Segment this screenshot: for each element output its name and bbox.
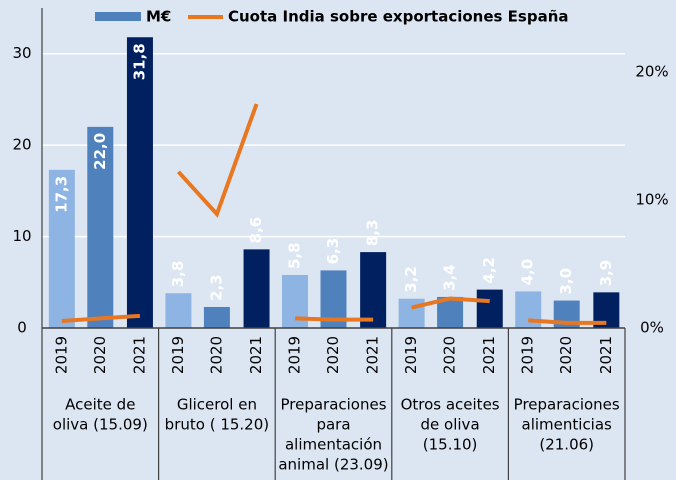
value-label: 3,9	[597, 260, 615, 287]
bar	[398, 298, 425, 328]
share-line	[528, 318, 607, 325]
value-label: 31,8	[130, 43, 148, 80]
value-label: 6,3	[324, 238, 342, 265]
category-label: de oliva	[421, 416, 480, 434]
x-tick-label: 2020	[207, 336, 225, 374]
y2-tick-label: 0%	[640, 319, 664, 337]
category-label: Preparaciones	[280, 396, 386, 414]
y-tick-label: 20	[12, 136, 31, 154]
bar	[126, 37, 153, 328]
share-line	[294, 316, 374, 322]
x-tick-label: 2019	[169, 336, 187, 374]
value-label: 5,8	[286, 242, 304, 269]
legend-label: Cuota India sobre exportaciones España	[228, 8, 569, 26]
share-line	[61, 313, 141, 323]
category-label: (21.06)	[539, 436, 594, 454]
value-label: 3,2	[402, 266, 420, 293]
value-label: 22,0	[91, 133, 109, 170]
category-label: alimentación	[285, 436, 382, 454]
bar	[203, 306, 230, 328]
y2-tick-label: 10%	[635, 191, 668, 209]
x-tick-label: 2019	[286, 336, 304, 374]
x-tick-label: 2021	[247, 336, 265, 374]
bar	[360, 252, 387, 328]
bar	[476, 289, 503, 328]
bar	[48, 169, 75, 328]
value-label: 17,3	[52, 176, 70, 213]
x-tick-label: 2021	[597, 336, 615, 374]
x-tick-label: 2020	[324, 336, 342, 374]
value-label: 3,8	[169, 261, 187, 288]
bar	[243, 249, 270, 328]
y-tick-label: 10	[12, 227, 31, 245]
category-label: oliva (15.09)	[53, 416, 148, 434]
category-label: Aceite de	[65, 396, 135, 414]
value-label: 2,3	[207, 274, 225, 301]
value-label: 8,6	[247, 217, 265, 244]
y-tick-label: 30	[12, 44, 31, 62]
legend-label: M€	[146, 8, 171, 26]
value-label: 3,4	[441, 264, 459, 291]
x-tick-label: 2021	[480, 336, 498, 374]
x-tick-label: 2019	[402, 336, 420, 374]
y2-tick-label: 20%	[635, 63, 668, 81]
category-label: bruto ( 15.20)	[165, 416, 269, 434]
category-label: Preparaciones	[514, 396, 620, 414]
category-label: animal (23.09)	[278, 456, 388, 474]
x-tick-label: 2020	[441, 336, 459, 374]
category-label: Otros aceites	[401, 396, 500, 414]
category-label: alimenticias	[522, 416, 613, 434]
x-tick-label: 2019	[519, 336, 537, 374]
category-label: (15.10)	[423, 436, 478, 454]
x-tick-label: 2021	[130, 336, 148, 374]
x-tick-label: 2021	[364, 336, 382, 374]
value-label: 4,2	[480, 257, 498, 284]
x-tick-label: 2020	[91, 336, 109, 374]
bar	[87, 126, 114, 328]
x-tick-label: 2020	[557, 336, 575, 374]
value-label: 3,0	[557, 268, 575, 295]
share-line	[411, 296, 490, 310]
bar	[165, 293, 192, 328]
value-label: 8,3	[364, 220, 382, 247]
legend-swatch	[95, 12, 141, 21]
value-label: 4,0	[519, 259, 537, 286]
category-label: para	[316, 416, 350, 434]
category-label: Glicerol en	[177, 396, 257, 414]
y-tick-label: 0	[17, 319, 27, 337]
share-line	[176, 103, 259, 218]
x-tick-label: 2019	[52, 336, 70, 374]
